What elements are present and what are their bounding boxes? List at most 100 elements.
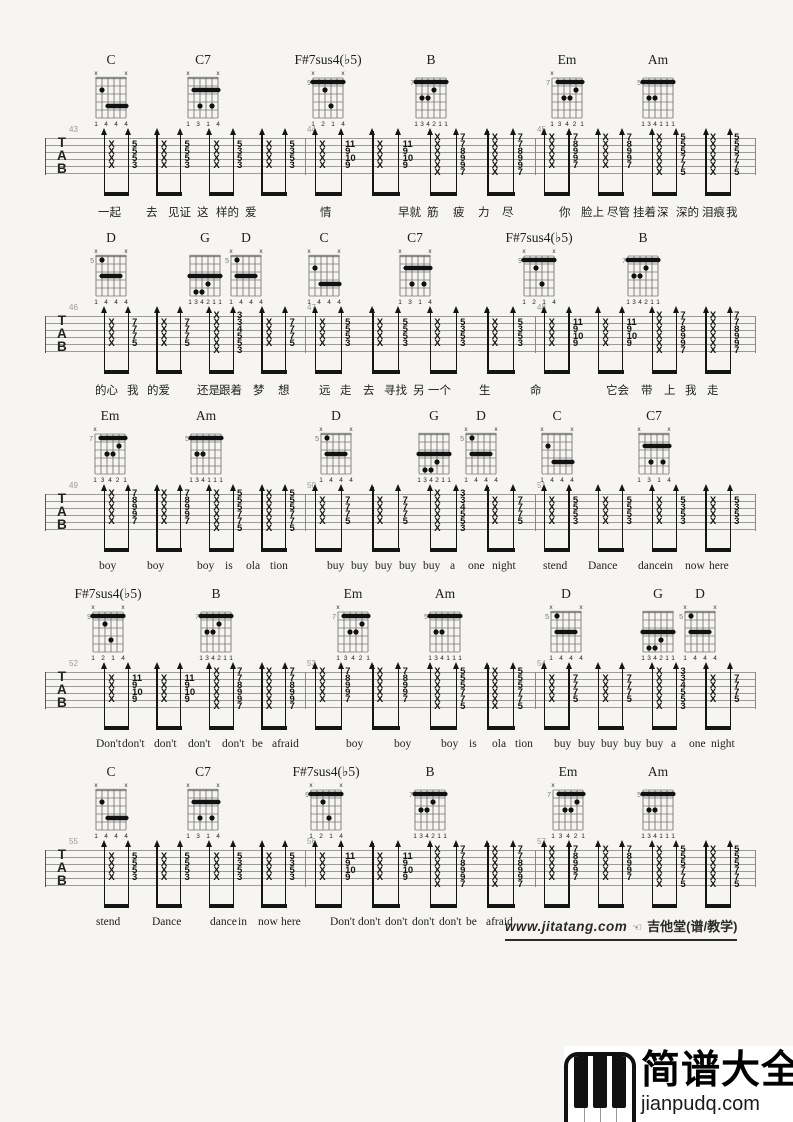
strum-up-arrowhead: [395, 484, 402, 491]
strum-up-arrow: [156, 131, 158, 196]
strum-up-arrow: [103, 843, 106, 908]
lyric-word: afraid: [486, 916, 513, 928]
strum-up-arrow: [675, 131, 678, 196]
chord-name: B: [425, 764, 435, 779]
svg-text:x: x: [309, 782, 313, 789]
mute-x-value: X: [491, 680, 499, 691]
chord-diagram: x x91 2 1 4: [305, 782, 344, 840]
fret-number-value: 5: [237, 502, 243, 513]
strum-up-arrowhead: [484, 128, 491, 135]
fret-number-value: 5: [680, 879, 686, 890]
strum-up-arrowhead: [452, 484, 459, 491]
svg-text:4: 4: [349, 477, 353, 484]
lyric-word: 尽: [502, 207, 514, 219]
mute-x-value: X: [491, 160, 499, 171]
strum-up-arrow: [261, 665, 263, 730]
lyric-word: night: [492, 560, 516, 572]
strum-up-arrow: [705, 665, 707, 730]
staff-left-edge: [45, 850, 46, 887]
mute-x-value: X: [213, 324, 220, 335]
strum-up-arrowhead: [726, 306, 733, 313]
staff-line: [45, 850, 755, 851]
strum-up-arrowhead: [619, 128, 626, 135]
chord-name: F#7sus4(♭5): [74, 586, 142, 601]
svg-text:3: 3: [559, 833, 563, 840]
strum-up-arrow: [675, 309, 678, 374]
svg-text:1: 1: [522, 299, 526, 306]
strum-up-arrowhead: [229, 306, 236, 313]
lyric-word: 梦: [253, 385, 265, 397]
mute-x-value: X: [319, 146, 326, 157]
fret-number-value: 5: [289, 338, 295, 349]
mute-x-value: X: [265, 146, 273, 157]
strum-up-arrowhead: [177, 128, 184, 135]
strum-up-arrow: [340, 131, 342, 196]
svg-text:x: x: [216, 782, 220, 789]
svg-text:1: 1: [665, 655, 669, 662]
svg-text:4: 4: [653, 655, 657, 662]
fret-number-value: 9: [184, 502, 190, 513]
mute-x-value: X: [265, 872, 273, 883]
strum-up-arrow: [285, 487, 287, 552]
mute-x-value: X: [491, 146, 499, 157]
fret-number-value: 5: [402, 317, 408, 328]
strum-up-arrowhead: [369, 662, 376, 669]
lyric-word: tion: [270, 560, 288, 572]
strum-up-arrow: [651, 309, 653, 374]
svg-text:1: 1: [189, 477, 193, 484]
lyric-word: 我: [685, 385, 697, 397]
mute-x-value: X: [434, 694, 441, 705]
strum-up-arrow: [729, 487, 731, 552]
chord-diagram: 51 3 4 1 1 1: [185, 433, 224, 484]
svg-text:4: 4: [426, 121, 430, 128]
strum-up-arrowhead: [206, 484, 213, 491]
fret-number-value: 5: [237, 523, 243, 534]
svg-text:1: 1: [94, 121, 98, 128]
svg-text:3: 3: [647, 121, 651, 128]
mute-x-value: X: [434, 146, 441, 157]
measure-number: 46: [69, 303, 78, 312]
mute-x-value: X: [160, 338, 168, 349]
staff-right-edge: [755, 672, 756, 709]
mute-x-value: X: [213, 851, 220, 862]
strum-up-arrow: [487, 309, 489, 374]
mute-x-value: X: [213, 345, 220, 356]
fret-number-value: 3: [184, 872, 190, 883]
measure-barline: [535, 672, 536, 709]
fret-number-value: 7: [402, 502, 408, 513]
staff-line: [45, 494, 755, 495]
svg-text:4: 4: [552, 299, 556, 306]
eighth-beam: [544, 370, 570, 374]
fret-number-value: 7: [460, 844, 466, 855]
eighth-beam: [372, 370, 400, 374]
mute-x-value: X: [434, 701, 441, 712]
svg-text:1: 1: [331, 121, 335, 128]
strum-up-arrow: [127, 131, 129, 196]
measure-barline: [535, 850, 536, 887]
strum-up-arrowhead: [101, 306, 108, 313]
fret-number-value: 11: [345, 851, 356, 862]
mute-x-value: X: [656, 844, 663, 855]
svg-text:1: 1: [671, 655, 675, 662]
svg-text:1: 1: [206, 833, 210, 840]
strum-up-arrow: [232, 487, 234, 552]
mute-x-value: X: [709, 687, 717, 698]
fret-number-value: 10: [345, 865, 356, 876]
fret-number-value: 7: [517, 167, 523, 178]
fret-number-value: 9: [402, 160, 408, 171]
strum-up-arrowhead: [426, 484, 433, 491]
chord-name: C: [106, 52, 116, 67]
lyric-word: 一个: [428, 385, 451, 397]
mute-x-value: X: [160, 858, 168, 869]
fret-number-value: 10: [345, 153, 356, 164]
eighth-beam: [429, 548, 458, 552]
fret-number-value: 5: [460, 331, 466, 342]
staff-line: [45, 351, 755, 352]
svg-text:x: x: [94, 248, 98, 255]
strum-up-arrow: [622, 309, 624, 374]
strum-up-arrowhead: [369, 840, 376, 847]
strum-up-arrow: [651, 843, 653, 908]
mute-x-value: X: [108, 858, 115, 869]
mute-x-value: X: [319, 851, 326, 862]
